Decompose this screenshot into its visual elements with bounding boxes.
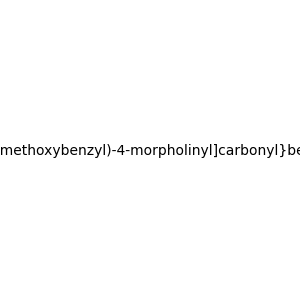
- Text: 2-{[2-(3-methoxybenzyl)-4-morpholinyl]carbonyl}benzonitrile: 2-{[2-(3-methoxybenzyl)-4-morpholinyl]ca…: [0, 145, 300, 158]
